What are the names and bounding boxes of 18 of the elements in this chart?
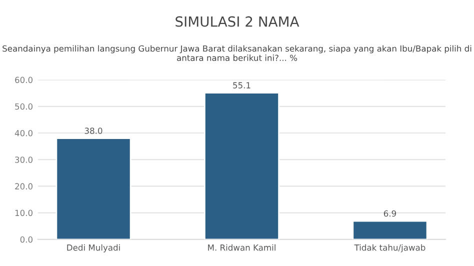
bar bbox=[352, 220, 428, 240]
chart-title: SIMULASI 2 NAMA bbox=[176, 16, 300, 27]
bar bbox=[204, 92, 280, 240]
data-label: 38.0 bbox=[84, 128, 102, 134]
chart-subtitle: Seandainya pemilihan langsung Gubernur Jawa Barat dilaksanakan sekarang, siapa yang akan Ibu/Bapak pilih di antara nama berikut ini?... % bbox=[2, 45, 472, 61]
data-label: 55.1 bbox=[233, 82, 250, 88]
y-tick-label: 60.0 bbox=[15, 76, 33, 84]
x-tick-label: Dedi Mulyadi bbox=[67, 244, 120, 252]
y-tick-label: 50.0 bbox=[15, 103, 33, 110]
bar bbox=[56, 138, 132, 240]
data-label: 6.9 bbox=[384, 210, 396, 217]
x-tick-label: Tidak tahu/jawab bbox=[354, 244, 426, 252]
y-tick-label: 20.0 bbox=[15, 183, 33, 190]
y-tick-label: 10.0 bbox=[15, 210, 33, 216]
y-tick-label: 30.0 bbox=[15, 156, 33, 163]
y-tick-label: 0.0 bbox=[20, 236, 33, 243]
x-tick-label: M. Ridwan Kamil bbox=[208, 244, 276, 251]
y-tick-label: 40.0 bbox=[14, 130, 33, 136]
